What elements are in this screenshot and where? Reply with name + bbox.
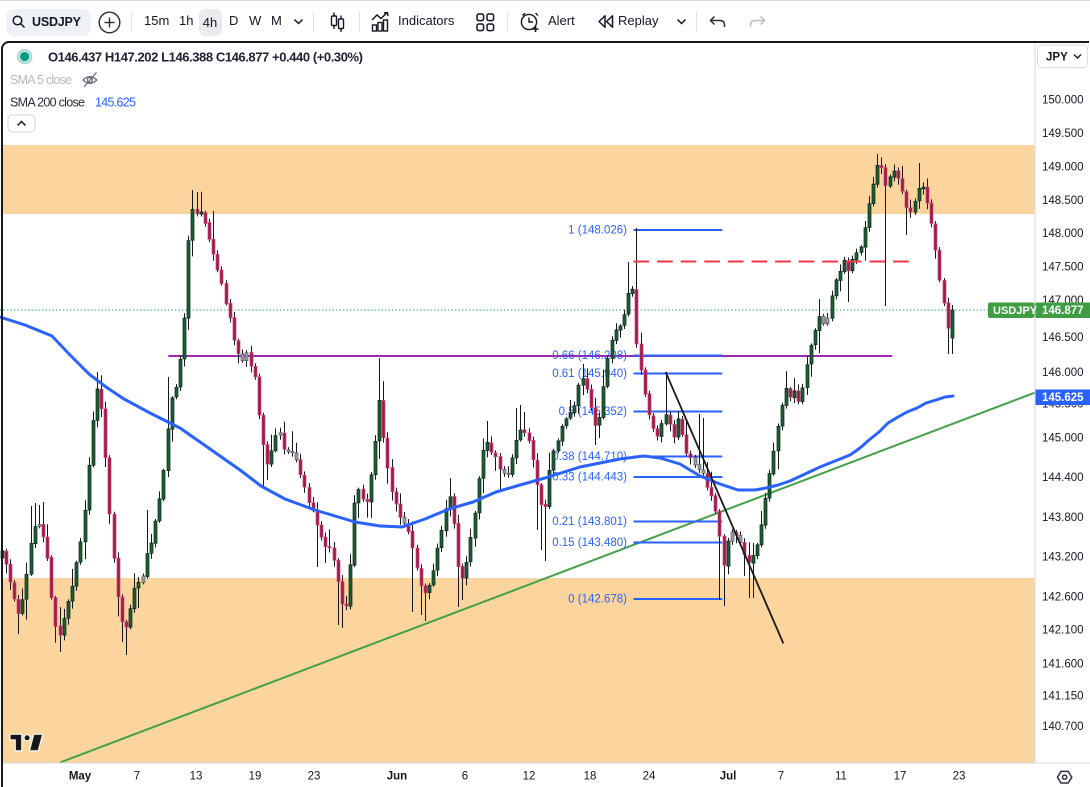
- svg-text:Jul: Jul: [720, 771, 737, 783]
- svg-text:SMA 5 close: SMA 5 close: [10, 73, 72, 87]
- svg-text:1 (148.026): 1 (148.026): [568, 225, 627, 237]
- svg-text:13: 13: [190, 771, 203, 783]
- svg-text:146.877: 146.877: [1042, 305, 1084, 317]
- svg-text:145.625: 145.625: [95, 96, 136, 110]
- svg-text:12: 12: [523, 771, 536, 783]
- svg-text:23: 23: [953, 771, 966, 783]
- svg-text:17: 17: [894, 771, 907, 783]
- svg-text:0.61 (145.940): 0.61 (145.940): [552, 368, 627, 380]
- svg-text:149.000: 149.000: [1042, 162, 1084, 174]
- svg-text:146.000: 146.000: [1042, 367, 1084, 379]
- svg-text:149.500: 149.500: [1042, 128, 1084, 140]
- svg-text:Jun: Jun: [387, 771, 407, 783]
- svg-text:147.500: 147.500: [1042, 262, 1084, 274]
- svg-text:148.000: 148.000: [1042, 228, 1084, 240]
- svg-text:0.33 (144.443): 0.33 (144.443): [552, 472, 627, 484]
- svg-text:145.625: 145.625: [1042, 392, 1084, 404]
- svg-text:144.400: 144.400: [1042, 472, 1084, 484]
- svg-text:JPY: JPY: [1046, 52, 1068, 64]
- svg-text:0.66 (146.208): 0.66 (146.208): [552, 350, 627, 362]
- svg-text:6: 6: [462, 771, 468, 783]
- svg-text:142.600: 142.600: [1042, 592, 1084, 604]
- svg-text:19: 19: [249, 771, 262, 783]
- svg-text:145.000: 145.000: [1042, 432, 1084, 444]
- svg-text:143.800: 143.800: [1042, 512, 1084, 524]
- svg-text:142.100: 142.100: [1042, 625, 1084, 637]
- svg-text:23: 23: [308, 771, 321, 783]
- svg-text:0 (142.678): 0 (142.678): [568, 594, 627, 606]
- svg-text:24: 24: [643, 771, 656, 783]
- svg-text:USDJPY: USDJPY: [993, 305, 1038, 317]
- svg-text:140.700: 140.700: [1042, 721, 1084, 733]
- svg-text:146.500: 146.500: [1042, 332, 1084, 344]
- svg-text:7: 7: [778, 771, 784, 783]
- svg-text:0.21 (143.801): 0.21 (143.801): [552, 516, 627, 528]
- svg-text:0.15 (143.480): 0.15 (143.480): [552, 537, 627, 549]
- svg-text:18: 18: [584, 771, 597, 783]
- svg-text:O146.437 H147.202 L146.388 C14: O146.437 H147.202 L146.388 C146.877 +0.4…: [48, 50, 363, 65]
- svg-text:141.600: 141.600: [1042, 658, 1084, 670]
- svg-text:May: May: [69, 771, 92, 783]
- svg-text:11: 11: [835, 771, 847, 783]
- svg-text:7: 7: [134, 771, 140, 783]
- svg-text:SMA 200 close: SMA 200 close: [10, 96, 85, 110]
- svg-text:143.200: 143.200: [1042, 552, 1084, 564]
- svg-text:141.150: 141.150: [1042, 690, 1084, 702]
- svg-text:150.000: 150.000: [1042, 95, 1084, 107]
- svg-text:148.500: 148.500: [1042, 195, 1084, 207]
